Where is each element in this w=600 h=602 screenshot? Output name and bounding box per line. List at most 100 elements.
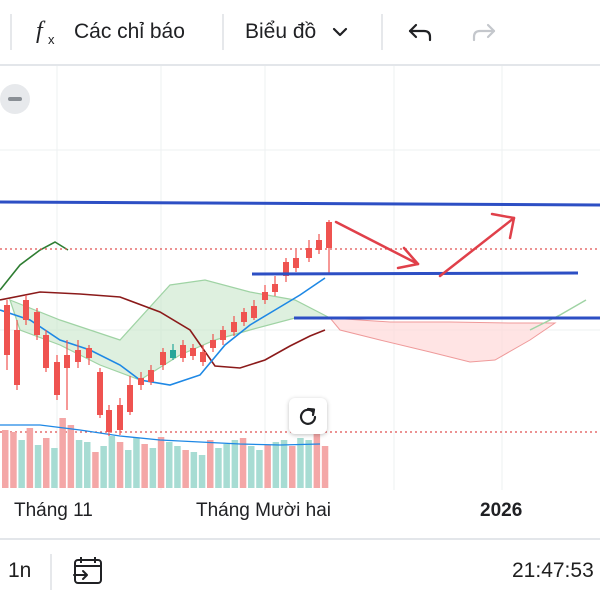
volume-bar	[280, 440, 288, 488]
annotation-arrow-down	[334, 220, 420, 266]
interval-button[interactable]: 1n	[8, 540, 31, 602]
candle-body	[86, 348, 92, 358]
x-axis-label-2026: 2026	[480, 500, 523, 521]
bottom-separator	[50, 554, 52, 590]
chart-type-dropdown[interactable]: Biểu đồ	[245, 0, 350, 64]
redo-button[interactable]	[470, 0, 498, 64]
candle-body	[4, 305, 10, 355]
candle-body	[180, 345, 186, 358]
volume-bar	[26, 428, 34, 488]
volume-bar	[141, 444, 148, 488]
volume-bar	[198, 455, 206, 488]
volume-bar	[166, 442, 173, 488]
candle-body	[293, 258, 299, 268]
volume-bar	[100, 446, 107, 488]
candle-body	[97, 372, 103, 415]
candle-body	[106, 410, 112, 432]
clock-time: 21:47:53	[512, 540, 594, 602]
volume-bar	[305, 440, 312, 488]
candle-body	[283, 262, 289, 276]
calendar-arrow-icon	[73, 557, 102, 584]
volume-ma-line	[0, 424, 321, 446]
candle-body	[190, 348, 196, 356]
indicators-label: Các chỉ báo	[74, 20, 185, 43]
x-axis-label-november: Tháng 11	[14, 500, 93, 521]
volume-bar	[321, 446, 329, 488]
top-toolbar: f x Các chỉ báo Biểu đồ	[0, 0, 600, 66]
volume-bar	[10, 432, 17, 488]
svg-text:x: x	[48, 32, 55, 47]
toolbar-separator	[381, 14, 383, 50]
candle-body	[34, 312, 40, 335]
volume-bar	[272, 442, 280, 488]
minus-icon	[8, 97, 22, 101]
candle-body	[200, 352, 206, 362]
collapse-button[interactable]	[0, 84, 30, 114]
candle-body	[272, 284, 278, 292]
redo-icon	[472, 23, 496, 42]
volume-bar	[84, 442, 91, 488]
candle-body	[241, 312, 247, 322]
reset-chart-button[interactable]	[289, 398, 327, 434]
resistance-trendline	[0, 200, 600, 207]
volume-bar	[182, 450, 189, 488]
volume-bar	[43, 438, 50, 488]
volume-bar	[116, 442, 124, 488]
svg-text:f: f	[36, 18, 46, 44]
undo-icon	[408, 23, 432, 42]
volume-bar	[223, 444, 230, 488]
chart-type-label: Biểu đồ	[245, 20, 317, 43]
volume-bar	[231, 440, 239, 488]
x-axis-label-december: Tháng Mười hai	[196, 500, 332, 521]
candle-body	[160, 352, 166, 365]
candle-body	[138, 378, 144, 385]
volume-bar	[157, 437, 165, 488]
toolbar-separator	[222, 14, 224, 50]
candle-body	[64, 355, 70, 368]
chevron-down-icon	[333, 27, 348, 37]
candle-body	[23, 300, 29, 320]
candle-body	[306, 248, 312, 258]
price-chart[interactable]	[0, 66, 600, 536]
undo-button[interactable]	[406, 0, 434, 64]
candle-body	[210, 340, 216, 348]
candle-body	[54, 362, 60, 395]
volume-bar	[264, 445, 271, 488]
candle-body	[262, 292, 268, 300]
bottom-bar: 1n 21:47:53	[0, 538, 600, 602]
volume-bar	[248, 446, 255, 488]
volume-bar	[174, 446, 181, 488]
volume-bar	[207, 440, 214, 488]
volume-bar	[215, 448, 222, 488]
candle-body	[43, 335, 49, 368]
volume-bar	[75, 440, 83, 488]
volume-bar	[2, 430, 9, 488]
volume-bar	[59, 418, 66, 488]
volume-bar	[34, 445, 42, 488]
candle-body	[220, 330, 226, 340]
volume-bar	[67, 425, 75, 488]
candle-body	[148, 370, 154, 382]
candle-body	[127, 385, 133, 412]
volume-bar	[18, 440, 25, 488]
annotation-arrow-up	[438, 216, 516, 278]
interval-label: 1n	[8, 559, 32, 582]
candle-body	[14, 330, 20, 385]
chikou-line	[0, 241, 69, 291]
candle-body	[170, 350, 176, 358]
candle-body	[231, 322, 237, 332]
support-trendline	[251, 271, 579, 276]
ichimoku-cloud-red	[328, 317, 557, 363]
indicators-button[interactable]: f x Các chỉ báo	[36, 0, 185, 64]
candle-body	[117, 405, 123, 430]
reset-icon	[299, 407, 317, 425]
volume-bar	[133, 438, 140, 488]
toolbar-separator	[10, 14, 12, 50]
volume-bar	[125, 450, 132, 488]
volume-bar	[149, 448, 157, 488]
volume-bar	[92, 452, 99, 488]
volume-bar	[256, 450, 263, 488]
candle-body	[75, 350, 81, 362]
go-to-date-button[interactable]	[72, 540, 106, 602]
volume-bar	[289, 446, 296, 488]
